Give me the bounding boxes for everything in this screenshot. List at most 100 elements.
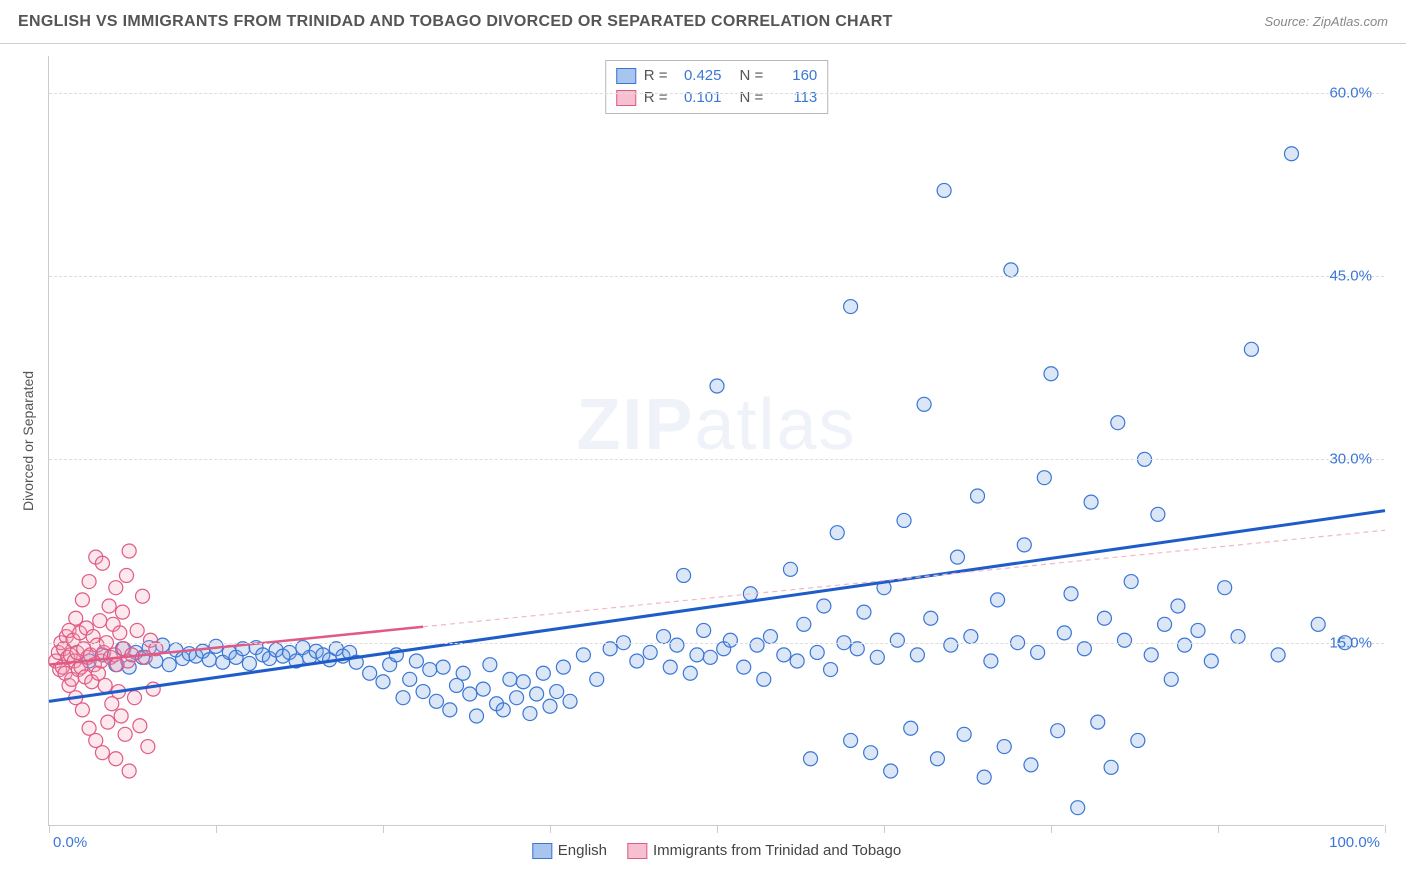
data-point [556, 660, 570, 674]
data-point [1051, 724, 1065, 738]
data-point [643, 645, 657, 659]
data-point [991, 593, 1005, 607]
data-point [971, 489, 985, 503]
y-axis-label: Divorced or Separated [18, 56, 38, 826]
data-point [563, 694, 577, 708]
data-point [429, 694, 443, 708]
data-point [202, 653, 216, 667]
data-point [114, 709, 128, 723]
data-point [396, 691, 410, 705]
data-point [864, 746, 878, 760]
data-point [1191, 623, 1205, 637]
scatter-plot: ZIPatlas R =0.425N =160R =0.101N =113 En… [48, 56, 1384, 826]
y-tick-label: 45.0% [1329, 268, 1372, 285]
data-point [136, 589, 150, 603]
data-point [75, 703, 89, 717]
data-point [710, 379, 724, 393]
data-point [101, 715, 115, 729]
data-point [543, 699, 557, 713]
data-point [950, 550, 964, 564]
data-point [1111, 416, 1125, 430]
data-point [870, 650, 884, 664]
data-point [763, 630, 777, 644]
x-tick [49, 825, 50, 833]
data-point [1091, 715, 1105, 729]
legend-swatch [532, 843, 552, 859]
data-point [95, 746, 109, 760]
data-point [109, 752, 123, 766]
data-point [409, 654, 423, 668]
data-point [777, 648, 791, 662]
data-point [516, 675, 530, 689]
data-point [456, 666, 470, 680]
data-point [376, 675, 390, 689]
data-point [1178, 638, 1192, 652]
data-point [810, 645, 824, 659]
data-point [130, 623, 144, 637]
data-point [844, 300, 858, 314]
data-point [663, 660, 677, 674]
data-point [119, 568, 133, 582]
data-point [977, 770, 991, 784]
data-point [128, 691, 142, 705]
data-point [1057, 626, 1071, 640]
grid-line [49, 459, 1384, 460]
data-point [703, 650, 717, 664]
data-point [937, 183, 951, 197]
legend-r-value: 0.425 [676, 65, 722, 87]
data-point [122, 764, 136, 778]
x-tick [216, 825, 217, 833]
legend-item: English [532, 842, 607, 859]
data-point [162, 658, 176, 672]
legend-swatch [627, 843, 647, 859]
data-point [670, 638, 684, 652]
data-point [690, 648, 704, 662]
data-point [141, 740, 155, 754]
data-point [1064, 587, 1078, 601]
data-point [423, 663, 437, 677]
data-point [1017, 538, 1031, 552]
legend-n-label: N = [740, 87, 764, 109]
legend-item: Immigrants from Trinidad and Tobago [627, 842, 901, 859]
data-point [1151, 507, 1165, 521]
data-point [677, 568, 691, 582]
data-point [790, 654, 804, 668]
data-point [850, 642, 864, 656]
data-point [884, 764, 898, 778]
grid-line [49, 276, 1384, 277]
data-point [964, 630, 978, 644]
x-tick-label: 100.0% [1329, 834, 1380, 851]
data-point [242, 656, 256, 670]
data-point [463, 687, 477, 701]
data-point [657, 630, 671, 644]
data-point [1158, 617, 1172, 631]
data-point [1031, 645, 1045, 659]
data-point [1037, 471, 1051, 485]
legend-top-row: R =0.425N =160 [616, 65, 818, 87]
data-point [997, 740, 1011, 754]
data-point [1104, 760, 1118, 774]
data-point [737, 660, 751, 674]
data-point [890, 633, 904, 647]
data-point [523, 707, 537, 721]
data-point [603, 642, 617, 656]
data-point [483, 658, 497, 672]
data-point [1218, 581, 1232, 595]
data-point [630, 654, 644, 668]
data-point [133, 719, 147, 733]
data-point [897, 513, 911, 527]
data-point [1097, 611, 1111, 625]
data-point [1117, 633, 1131, 647]
data-point [536, 666, 550, 680]
legend-label: English [558, 842, 607, 859]
data-point [1164, 672, 1178, 686]
page-title: ENGLISH VS IMMIGRANTS FROM TRINIDAD AND … [18, 13, 893, 31]
y-tick-label: 30.0% [1329, 451, 1372, 468]
data-point [804, 752, 818, 766]
data-point [1204, 654, 1218, 668]
data-point [118, 727, 132, 741]
data-point [476, 682, 490, 696]
data-point [917, 397, 931, 411]
data-point [113, 626, 127, 640]
legend-n-value: 113 [771, 87, 817, 109]
